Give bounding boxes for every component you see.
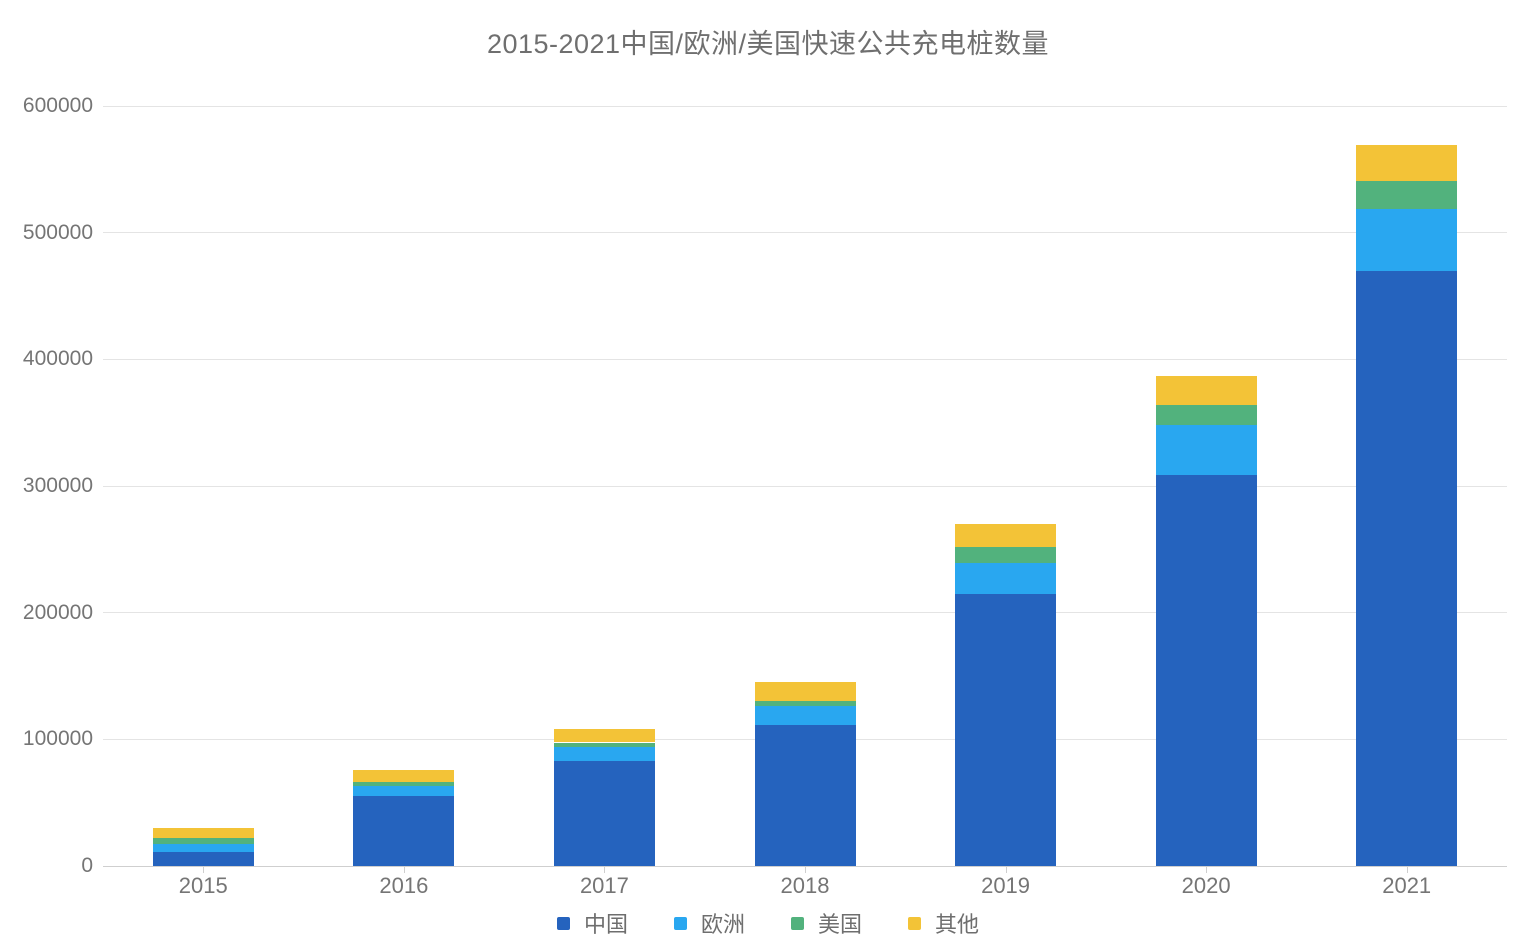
x-axis-tick bbox=[1206, 867, 1208, 873]
bar-segment-2016-欧洲[interactable] bbox=[353, 786, 455, 797]
y-axis-tick-label: 300000 bbox=[22, 474, 93, 497]
y-axis-tick-label: 0 bbox=[81, 854, 93, 877]
y-axis-tick-label: 600000 bbox=[22, 94, 93, 117]
x-axis-tick bbox=[604, 867, 606, 873]
bar-segment-2019-中国[interactable] bbox=[955, 593, 1057, 866]
x-axis-tick-label: 2019 bbox=[981, 873, 1031, 898]
bar-segment-2017-欧洲[interactable] bbox=[553, 746, 655, 761]
y-axis-tick-label: 400000 bbox=[22, 347, 93, 371]
bar-segment-2015-欧洲[interactable] bbox=[152, 844, 254, 853]
legend-item-china[interactable]: 中国 bbox=[556, 907, 628, 939]
bar-segment-2018-欧洲[interactable] bbox=[754, 706, 856, 726]
bar-segment-2019-美国[interactable] bbox=[955, 546, 1057, 564]
y-gridline bbox=[103, 358, 1507, 360]
chart-title: 2015-2021中国/欧洲/美国快速公共充电桩数量 bbox=[486, 29, 1050, 59]
bar-segment-2021-中国[interactable] bbox=[1356, 270, 1458, 866]
x-axis-tick-label: 2021 bbox=[1382, 873, 1432, 898]
legend-label-europe: 欧洲 bbox=[700, 912, 745, 937]
bar-segment-2017-中国[interactable] bbox=[553, 760, 655, 866]
x-axis-tick-label: 2020 bbox=[1181, 873, 1231, 898]
legend-item-other[interactable]: 其他 bbox=[908, 907, 979, 939]
bar-segment-2016-其他[interactable] bbox=[353, 770, 455, 782]
bar-segment-2021-美国[interactable] bbox=[1356, 180, 1458, 209]
bar-segment-2018-美国[interactable] bbox=[754, 700, 856, 707]
bar-segment-2017-其他[interactable] bbox=[553, 728, 655, 743]
x-axis-tick-label: 2015 bbox=[178, 873, 228, 898]
bar-segment-2016-美国[interactable] bbox=[353, 781, 455, 787]
bar-segment-2019-欧洲[interactable] bbox=[955, 563, 1057, 594]
x-axis-tick-label: 2018 bbox=[780, 873, 830, 898]
legend-swatch-other-icon bbox=[908, 916, 922, 930]
bar-segment-2019-其他[interactable] bbox=[955, 524, 1057, 547]
legend-item-europe[interactable]: 欧洲 bbox=[673, 907, 745, 939]
y-gridline bbox=[103, 105, 1507, 107]
x-axis-tick bbox=[1005, 867, 1007, 873]
bar-segment-2020-中国[interactable] bbox=[1155, 474, 1257, 866]
bar-segment-2020-欧洲[interactable] bbox=[1155, 425, 1257, 475]
x-axis-tick bbox=[403, 867, 405, 873]
legend-swatch-usa-icon bbox=[791, 916, 804, 930]
bar-segment-2017-美国[interactable] bbox=[553, 742, 655, 747]
legend-label-usa: 美国 bbox=[818, 912, 863, 937]
x-axis-tick-label: 2017 bbox=[579, 873, 629, 898]
bar-segment-2015-中国[interactable] bbox=[152, 852, 254, 866]
x-axis-tick bbox=[805, 867, 806, 873]
y-axis-tick-label: 100000 bbox=[22, 727, 93, 751]
bar-segment-2015-其他[interactable] bbox=[152, 828, 254, 839]
x-axis-line bbox=[103, 866, 1507, 867]
y-gridline bbox=[103, 485, 1507, 487]
y-gridline bbox=[103, 232, 1507, 234]
legend-swatch-china-icon bbox=[556, 916, 570, 930]
legend-label-china: 中国 bbox=[583, 912, 628, 937]
bar-segment-2020-其他[interactable] bbox=[1155, 375, 1257, 405]
legend-item-usa[interactable]: 美国 bbox=[791, 907, 862, 939]
bar-segment-2018-其他[interactable] bbox=[754, 682, 856, 701]
bar-segment-2016-中国[interactable] bbox=[353, 796, 455, 866]
x-axis-tick bbox=[203, 867, 205, 873]
bar-segment-2018-中国[interactable] bbox=[754, 725, 856, 866]
bar-segment-2021-欧洲[interactable] bbox=[1356, 208, 1458, 271]
legend-label-other: 其他 bbox=[935, 912, 980, 937]
y-axis-tick-label: 200000 bbox=[22, 600, 93, 624]
bar-segment-2020-美国[interactable] bbox=[1155, 404, 1257, 426]
legend: 中国 欧洲 美国 其他 bbox=[0, 907, 1536, 939]
bar-segment-2015-美国[interactable] bbox=[152, 838, 254, 845]
x-axis-tick-label: 2016 bbox=[379, 873, 429, 898]
y-gridline bbox=[103, 612, 1507, 614]
bar-segment-2021-其他[interactable] bbox=[1356, 145, 1458, 181]
y-axis-tick-label: 500000 bbox=[22, 220, 93, 244]
x-axis-tick bbox=[1406, 867, 1408, 873]
legend-swatch-europe-icon bbox=[673, 916, 687, 930]
